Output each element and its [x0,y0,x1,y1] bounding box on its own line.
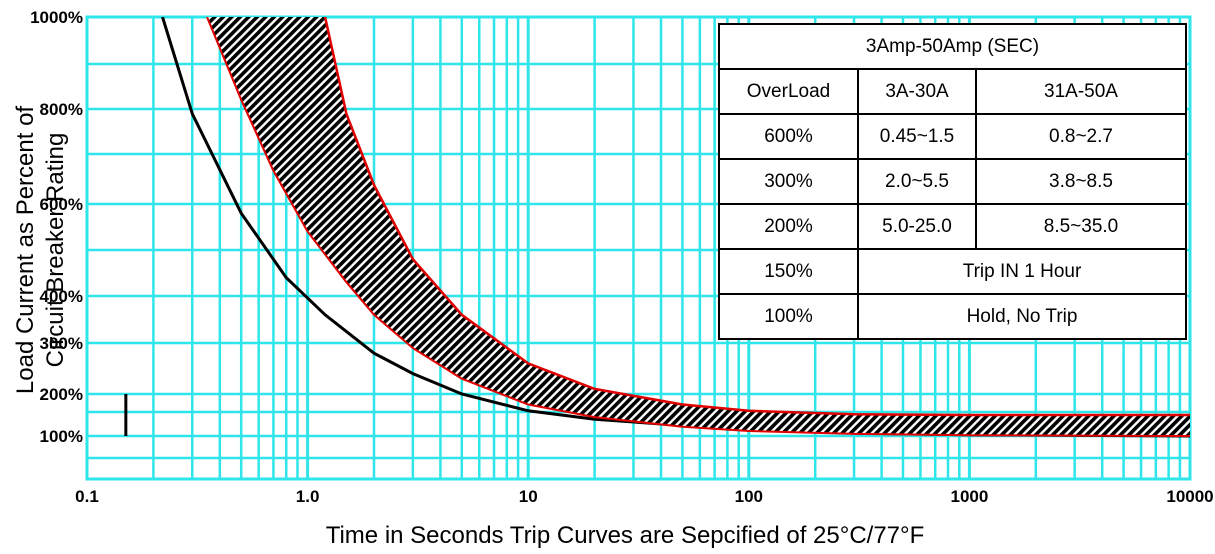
table-row: 200% 5.0-25.0 8.5~35.0 [718,203,1187,250]
table-row: 100% Hold, No Trip [718,293,1187,340]
y-tick-label: 800% [40,100,83,119]
y-tick-label: 100% [40,427,83,446]
band-lower-edge [206,17,1190,437]
trip-spec-table: 3Amp-50Amp (SEC) OverLoad 3A-30A 31A-50A… [718,23,1187,340]
hatched-trip-band [207,17,1190,436]
table-row: 600% 0.45~1.5 0.8~2.7 [718,113,1187,160]
overload-cell: 200% [718,203,859,250]
table-title-row: 3Amp-50Amp (SEC) [718,23,1187,70]
range-cell-3a-30a: 5.0-25.0 [857,203,977,250]
merged-cell: Trip IN 1 Hour [857,248,1187,295]
y-tick-label: 200% [40,385,83,404]
y-tick-label: 1000% [30,8,83,27]
overload-cell: 150% [718,248,859,295]
col-header-overload: OverLoad [718,68,859,115]
x-tick-label: 10 [519,487,538,506]
y-tick-labels: 100% 200% 300% 400% 600% 800% 1000% [30,8,83,446]
range-cell-31a-50a: 0.8~2.7 [975,113,1187,160]
x-tick-label: 0.1 [75,487,99,506]
y-axis-label-line2: Circuit Breaker Rating [42,133,69,368]
x-tick-labels: 0.1 1.0 10 100 1000 10000 [75,487,1213,506]
range-cell-31a-50a: 8.5~35.0 [975,203,1187,250]
table-header-row: OverLoad 3A-30A 31A-50A [718,68,1187,115]
x-tick-label: 100 [735,487,763,506]
trip-curves [124,17,1190,438]
overload-cell: 300% [718,158,859,205]
x-tick-label: 1000 [950,487,988,506]
table-row: 300% 2.0~5.5 3.8~8.5 [718,158,1187,205]
range-cell-3a-30a: 0.45~1.5 [857,113,977,160]
band-upper-edge [323,17,1190,417]
y-tick-label: 300% [40,334,83,353]
col-header-31a-50a: 31A-50A [975,68,1187,115]
table-title: 3Amp-50Amp (SEC) [718,23,1187,70]
y-tick-label: 400% [40,287,83,306]
y-tick-label: 600% [40,195,83,214]
y-axis-label-line1: Load Current as Percent of [12,106,39,394]
x-tick-label: 10000 [1166,487,1213,506]
table-row: 150% Trip IN 1 Hour [718,248,1187,295]
x-axis-label: Time in Seconds Trip Curves are Sepcifie… [326,522,925,549]
col-header-3a-30a: 3A-30A [857,68,977,115]
overload-cell: 600% [718,113,859,160]
overload-cell: 100% [718,293,859,340]
range-cell-31a-50a: 3.8~8.5 [975,158,1187,205]
merged-cell: Hold, No Trip [857,293,1187,340]
range-cell-3a-30a: 2.0~5.5 [857,158,977,205]
x-tick-label: 1.0 [296,487,320,506]
